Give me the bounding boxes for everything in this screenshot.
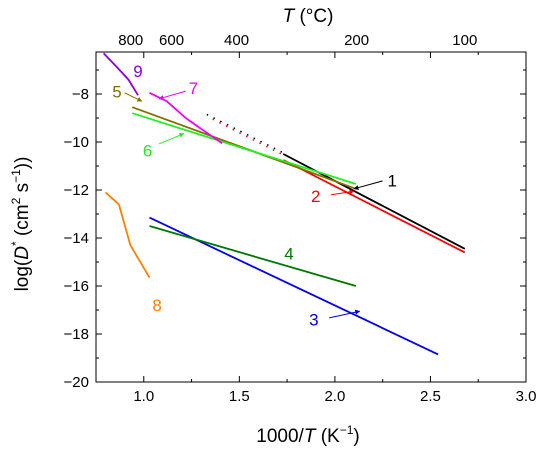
series-label-4: 4	[284, 245, 293, 264]
plot-frame	[95, 51, 527, 383]
top-tick-label: 200	[344, 32, 369, 49]
x-axis-ticks: 1.0 1.5 2.0 2.5 3.0	[133, 52, 536, 405]
annotations-group: 1 2 3 4 5 6 7 8 9	[112, 62, 397, 329]
y-tick-label: −10	[64, 134, 89, 151]
y-tick-label: −20	[64, 374, 89, 391]
annotation-arrow	[158, 90, 186, 100]
dotted-extension-line	[206, 113, 284, 154]
x-tick-label: 1.0	[133, 388, 154, 405]
y-tick-label: −8	[72, 86, 89, 103]
dotted-series-group	[206, 113, 284, 155]
series-line-2	[282, 159, 466, 254]
top-axis-ticks: 800 600 400 200 100	[118, 32, 477, 49]
y-tick-label: −18	[64, 326, 89, 343]
series-label-2: 2	[311, 187, 320, 206]
y-tick-label: −14	[64, 230, 89, 247]
series-group	[102, 52, 466, 356]
series-label-3: 3	[309, 311, 318, 330]
series-label-9: 9	[133, 62, 142, 81]
y-axis-label: log(D* (cm2 s−1))	[9, 157, 33, 292]
y-tick-label: −12	[64, 182, 89, 199]
y-axis-ticks: −20 −18 −16 −14 −12 −10 −8	[64, 69, 526, 391]
annotation-arrow	[124, 92, 143, 102]
annotation-arrow	[330, 189, 355, 196]
x-tick-label: 2.0	[324, 388, 345, 405]
series-label-7: 7	[189, 79, 198, 98]
x-tick-label: 2.5	[420, 388, 441, 405]
top-axis-label: T (°C)	[283, 6, 334, 27]
annotation-arrow	[158, 133, 185, 145]
top-tick-label: 400	[224, 32, 249, 49]
series-label-6: 6	[143, 141, 152, 160]
series-label-5: 5	[112, 83, 121, 102]
series-line-4	[149, 225, 357, 287]
x-tick-label: 3.0	[516, 388, 537, 405]
x-tick-label: 1.5	[229, 388, 250, 405]
annotation-arrow	[329, 309, 361, 319]
series-line-8	[104, 191, 151, 279]
top-tick-label: 600	[159, 32, 184, 49]
dotted-extension-line	[212, 118, 282, 155]
x-axis-label: 1000/T (K−1)	[256, 423, 359, 447]
top-tick-label: 800	[118, 32, 143, 49]
y-tick-label: −16	[64, 278, 89, 295]
top-tick-label: 100	[452, 32, 477, 49]
annotation-arrow	[353, 180, 383, 191]
series-label-1: 1	[387, 171, 396, 190]
series-line-9	[102, 52, 139, 96]
series-line-6	[132, 112, 357, 185]
series-label-8: 8	[152, 296, 161, 315]
